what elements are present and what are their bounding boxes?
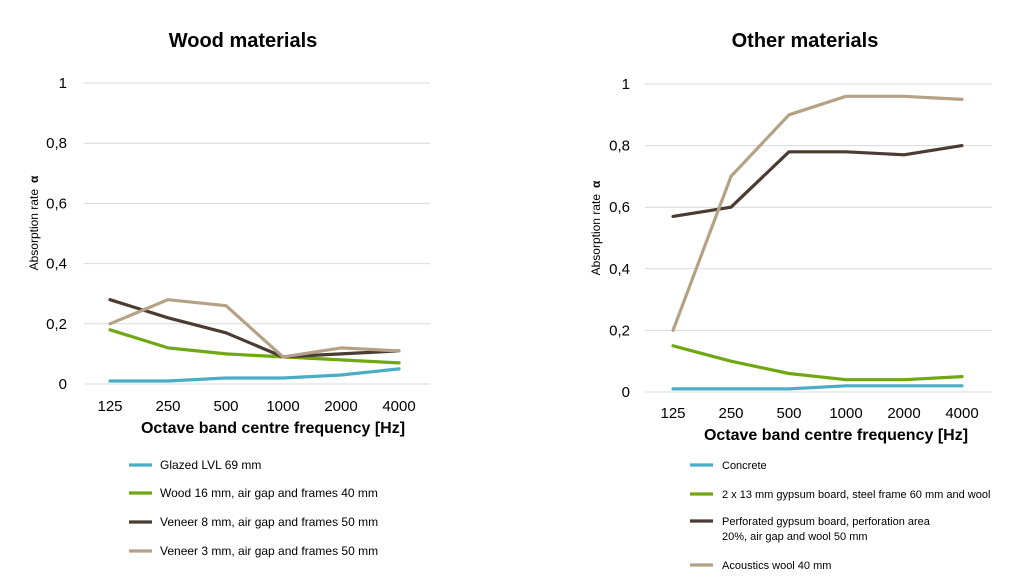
other-series-line-2 [671,344,964,382]
wood-legend-label-4: Veneer 3 mm, air gap and frames 50 mm [160,544,378,558]
other-y-tick-label: 1 [622,76,630,93]
other-y-axis-label-text: Absorption rate [589,194,603,276]
wood-series-line-1 [108,367,401,383]
other-legend-label-3: Perforated gypsum board, perforation are… [722,516,931,543]
other-y-tick-label: 0,4 [609,261,630,278]
other-x-tick-label: 4000 [945,405,978,422]
wood-legend-label-3: Veneer 8 mm, air gap and frames 50 mm [160,515,378,529]
wood-series-line-4 [108,298,401,359]
other-x-tick-label: 2000 [887,405,920,422]
wood-y-tick-label: 0,4 [46,256,67,273]
wood-chart-title: Wood materials [169,30,318,52]
other-legend-label-4: Acoustics wool 40 mm [722,560,831,572]
wood-y-axis-label-text: Absorption rate [27,189,41,271]
other-legend-label-2: 2 x 13 mm gypsum board, steel frame 60 m… [722,489,990,501]
wood-y-axis-label-symbol: α [27,175,41,183]
other-y-axis-label-symbol: α [589,180,603,188]
other-y-tick-label: 0,8 [609,138,630,155]
wood-x-tick-label: 4000 [382,398,415,415]
wood-x-tick-label: 1000 [266,398,299,415]
wood-y-tick-label: 0,6 [46,195,67,212]
other-y-axis-label: Absorption rate α [589,180,603,275]
wood-y-tick-label: 0,2 [46,316,67,333]
other-y-tick-label: 0,6 [609,199,630,216]
wood-x-tick-label: 2000 [324,398,357,415]
other-x-axis-label: Octave band centre frequency [Hz] [704,427,968,444]
wood-legend-label-2: Wood 16 mm, air gap and frames 40 mm [160,486,378,500]
wood-y-axis-label: Absorption rate α [27,175,41,270]
wood-series-line-3 [108,298,401,359]
other-y-tick-label: 0 [622,384,630,401]
other-x-tick-label: 500 [776,405,801,422]
other-series-line-4 [671,94,964,332]
wood-x-tick-label: 250 [155,398,180,415]
other-x-tick-label: 1000 [829,405,862,422]
wood-series-line-2 [108,328,401,365]
wood-x-axis-label: Octave band centre frequency [Hz] [141,420,405,437]
other-x-tick-label: 125 [660,405,685,422]
other-series-line-3 [671,144,964,218]
wood-y-tick-label: 0,8 [46,135,67,152]
wood-x-tick-label: 125 [97,398,122,415]
other-x-tick-label: 250 [718,405,743,422]
wood-y-tick-label: 1 [59,75,67,92]
other-chart-title: Other materials [732,30,879,52]
wood-x-tick-label: 500 [213,398,238,415]
other-legend-label-1: Concrete [722,460,767,472]
wood-legend-label-1: Glazed LVL 69 mm [160,458,261,472]
other-y-tick-label: 0,2 [609,322,630,339]
wood-y-tick-label: 0 [59,376,67,393]
other-series-line-1 [671,384,964,391]
